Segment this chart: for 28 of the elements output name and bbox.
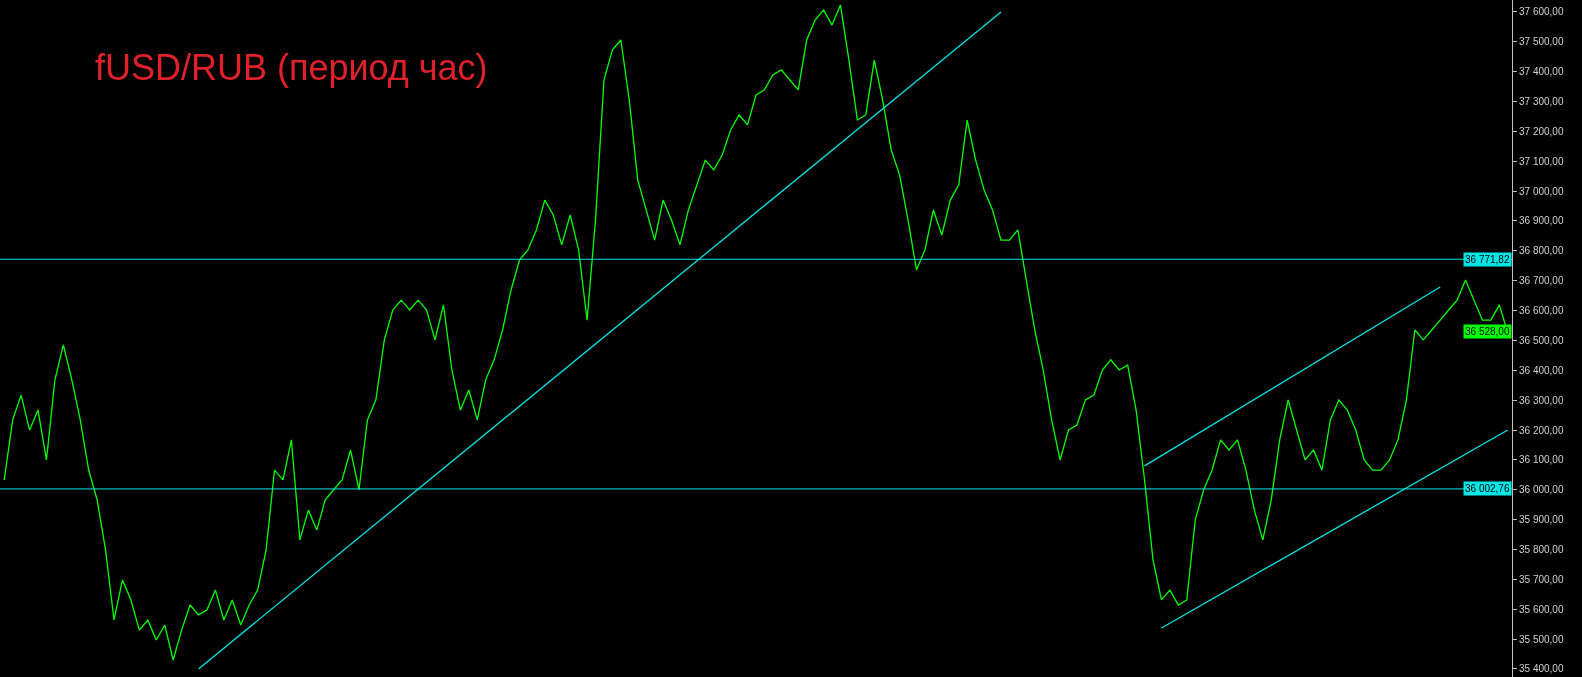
y-tick-label: 36 800,00 <box>1519 245 1564 257</box>
y-tick-label: 36 300,00 <box>1519 394 1564 406</box>
y-tick-label: 35 400,00 <box>1519 663 1564 675</box>
y-tick-label: 35 500,00 <box>1519 633 1564 645</box>
annotation: 36 528,00 <box>1465 326 1510 337</box>
y-tick-label: 37 000,00 <box>1519 185 1564 197</box>
y-tick-label: 35 600,00 <box>1519 603 1564 615</box>
y-tick-label: 36 200,00 <box>1519 424 1564 436</box>
y-tick-label: 37 600,00 <box>1519 6 1564 18</box>
y-tick-label: 37 200,00 <box>1519 125 1564 137</box>
y-tick-label: 36 000,00 <box>1519 484 1564 496</box>
y-tick-label: 36 100,00 <box>1519 454 1564 466</box>
y-tick-label: 35 800,00 <box>1519 543 1564 555</box>
y-tick-label: 36 600,00 <box>1519 305 1564 317</box>
y-tick-label: 37 400,00 <box>1519 66 1564 78</box>
y-tick-label: 37 300,00 <box>1519 96 1564 108</box>
y-tick-label: 37 100,00 <box>1519 155 1564 167</box>
y-tick-label: 36 400,00 <box>1519 364 1564 376</box>
y-tick-label: 36 500,00 <box>1519 334 1564 346</box>
ref-line-label: 36 002,76 <box>1465 483 1510 494</box>
y-tick-label: 36 700,00 <box>1519 275 1564 287</box>
y-tick-label: 36 900,00 <box>1519 215 1564 227</box>
y-tick-label: 37 500,00 <box>1519 36 1564 48</box>
y-tick-label: 35 700,00 <box>1519 573 1564 585</box>
text: fUSD/RUB (период час) <box>94 47 488 89</box>
line-series <box>3 4 1509 661</box>
y-tick-label: 35 900,00 <box>1519 514 1564 526</box>
ref-line-label: 36 771,82 <box>1465 254 1510 265</box>
